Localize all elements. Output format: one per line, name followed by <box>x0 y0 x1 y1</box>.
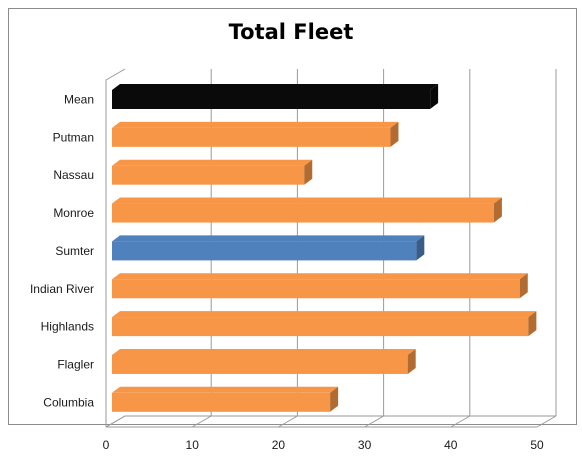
left-wall <box>105 68 126 427</box>
x-tick-labels: 0 10 20 30 40 50 <box>103 438 544 452</box>
floor-gridline <box>191 415 212 428</box>
bar-top <box>112 197 502 204</box>
category-label: Highlands <box>41 320 94 334</box>
bar-front <box>112 165 305 185</box>
floor-gridline <box>105 415 126 428</box>
bar-front <box>112 241 417 261</box>
x-tick-label: 20 <box>272 438 286 452</box>
category-label: Monroe <box>53 206 94 220</box>
x-tick-label: 50 <box>530 438 544 452</box>
bar-side <box>519 273 528 299</box>
bar-side <box>330 386 339 412</box>
bar <box>112 386 339 412</box>
bar-top <box>112 121 399 128</box>
bar-top <box>112 273 528 280</box>
x-tick-label: 10 <box>186 438 200 452</box>
category-label: Indian River <box>30 282 94 296</box>
bar <box>112 235 425 261</box>
bars <box>112 84 537 412</box>
bar <box>112 311 537 337</box>
bar-side <box>390 121 399 147</box>
bar-front <box>112 354 408 374</box>
bar-side <box>430 84 439 109</box>
x-tick-label: 30 <box>358 438 372 452</box>
floor <box>105 415 556 428</box>
bar <box>112 121 399 147</box>
bar-side <box>416 235 425 261</box>
bar-top <box>112 84 439 90</box>
bar <box>112 348 416 374</box>
bar-front <box>112 203 494 223</box>
bar-front <box>112 127 391 147</box>
bar <box>112 197 502 223</box>
floor-gridline <box>450 415 471 428</box>
floor-gridline <box>536 415 557 428</box>
chart-title: Total Fleet <box>228 20 354 44</box>
category-label: Flagler <box>57 357 94 371</box>
category-label: Putman <box>53 130 94 144</box>
category-label: Mean <box>64 93 94 107</box>
bar-top <box>112 235 425 242</box>
bar <box>112 159 313 185</box>
floor-gridline <box>364 415 384 428</box>
category-label: Nassau <box>53 168 94 182</box>
bar-top <box>112 386 339 393</box>
bar-side <box>304 159 313 185</box>
bar <box>112 273 528 299</box>
category-label: Sumter <box>55 244 94 258</box>
bar-side <box>528 311 537 337</box>
bar-front <box>112 392 331 412</box>
bar <box>112 84 439 109</box>
bar-side <box>407 348 416 374</box>
floor-gridline <box>278 415 298 428</box>
bar-front <box>112 279 520 299</box>
bar-top <box>112 348 416 355</box>
category-labels: Mean Putman Nassau Monroe Sumter Indian River… <box>30 93 94 410</box>
x-tick-label: 0 <box>103 438 110 452</box>
category-label: Columbia <box>43 395 94 409</box>
bar-front <box>112 317 529 337</box>
bar-front <box>112 90 431 109</box>
x-tick-label: 40 <box>444 438 458 452</box>
bar-top <box>112 311 537 318</box>
bar-top <box>112 159 313 166</box>
bar-side <box>493 197 502 223</box>
